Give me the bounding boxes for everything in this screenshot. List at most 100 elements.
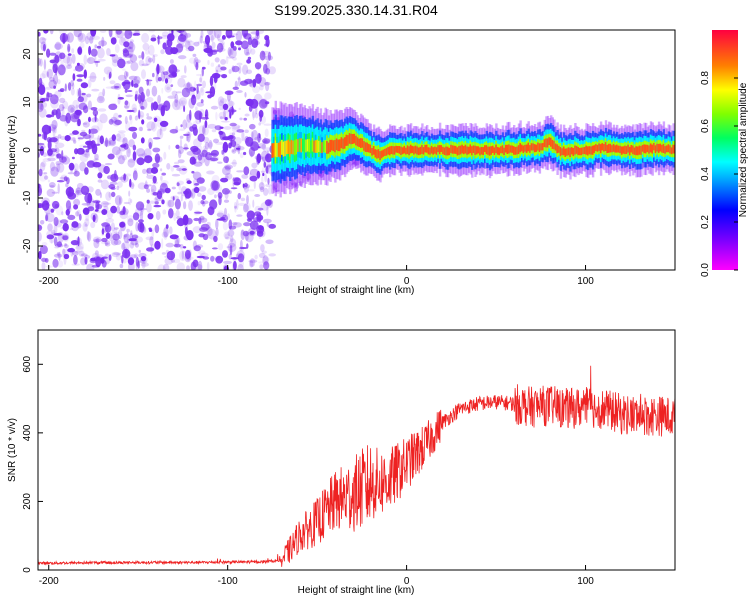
spectrogram-ridge-cell	[271, 143, 274, 158]
spectrogram-noise-blob	[173, 258, 181, 264]
spectrogram-noise-blob	[146, 167, 153, 174]
spectrogram-noise-blob	[89, 72, 97, 83]
spectrogram-noise-blob	[239, 247, 248, 249]
spectrogram-noise-blob	[257, 132, 261, 143]
spectrogram-noise-blob	[250, 213, 255, 219]
spectrogram-noise-blob	[210, 34, 214, 43]
colorbar-gradient	[712, 30, 738, 270]
spectrogram-noise-blob	[74, 64, 84, 72]
spectrogram-noise-blob	[152, 54, 156, 64]
spectrogram-noise-blob	[73, 204, 79, 210]
spectrogram-noise-blob	[145, 236, 154, 241]
spectrogram-noise-blob	[130, 230, 133, 236]
spectrogram-noise-blob	[176, 237, 181, 245]
spectrogram-noise-blob	[264, 55, 274, 61]
spectrogram-noise-blob	[221, 74, 228, 79]
spectrogram-noise-blob	[185, 82, 193, 93]
spectrogram-noise-blob	[88, 116, 91, 123]
spectrogram-noise-blob	[81, 92, 86, 96]
spectrogram-noise-blob	[221, 188, 230, 195]
spectrogram-noise-blob	[133, 75, 141, 85]
spectrogram-noise-blob	[158, 103, 166, 106]
spectrogram-noise-blob	[167, 34, 172, 40]
spectrogram-ridge-cell	[337, 139, 340, 152]
spectrogram-noise-blob	[228, 219, 233, 230]
spectrogram-noise-blob	[101, 200, 109, 208]
spectrogram-ridge-cell	[293, 140, 297, 156]
spectrogram-noise-blob	[241, 174, 249, 179]
spectrogram-noise-blob	[208, 30, 217, 41]
snr-x-tick-label: 0	[404, 576, 410, 587]
spectrogram-noise-blob	[244, 113, 250, 117]
spectrogram-noise-blob	[258, 122, 262, 126]
spectrogram-ridge-cell	[490, 146, 493, 155]
spectrogram-noise-blob	[107, 153, 115, 160]
spectrogram-ridge-cell	[318, 140, 321, 152]
spectrogram-noise-blob	[157, 264, 166, 270]
spectrogram-ridge-cell	[506, 144, 509, 154]
spectrogram-noise-blob	[353, 160, 358, 167]
spectrogram-noise-blob	[223, 264, 229, 270]
spectrogram-ridge-cell	[458, 145, 461, 155]
spectrogram-ridge-cell	[488, 146, 492, 156]
spectrogram-noise-blob	[79, 42, 85, 49]
spectrogram-noise-blob	[242, 64, 249, 75]
spectrogram-noise-blob	[194, 183, 200, 186]
spectrogram-noise-blob	[59, 135, 68, 140]
spectrogram-noise-blob	[63, 254, 67, 265]
spectrogram-ridge-cell	[413, 146, 416, 155]
spectrogram-noise-blob	[51, 191, 59, 194]
spectrogram-ridge-cell	[583, 147, 587, 155]
spectrogram-noise-blob	[224, 117, 228, 121]
spectrogram-x-tick-label: 0	[404, 276, 410, 287]
spectrogram-x-tick-label: -100	[218, 276, 238, 287]
spectrogram-noise-blob	[128, 183, 135, 188]
spectrogram-ridge-cell	[492, 145, 495, 153]
spectrogram-noise-blob	[148, 44, 155, 56]
spectrogram-noise-blob	[130, 199, 133, 203]
spectrogram-noise-blob	[84, 224, 88, 227]
spectrogram-noise-blob	[137, 153, 146, 158]
spectrogram-noise-blob	[192, 187, 197, 193]
spectrogram-noise-blob	[210, 62, 215, 67]
spectrogram-noise-blob	[132, 212, 140, 221]
spectrogram-noise-blob	[166, 86, 170, 91]
spectrogram-noise-blob	[178, 146, 184, 155]
spectrogram-noise-blob	[38, 57, 41, 67]
spectrogram-noise-blob	[271, 182, 278, 191]
spectrogram-noise-blob	[230, 187, 238, 190]
spectrogram-noise-blob	[38, 31, 41, 37]
spectrogram-ridge-cell	[530, 143, 534, 151]
spectrogram-noise-blob	[78, 213, 82, 221]
spectrogram-noise-blob	[109, 181, 118, 186]
snr-y-tick-label: 400	[22, 424, 33, 441]
spectrogram-ylabel: Frequency (Hz)	[7, 116, 18, 185]
spectrogram-noise-blob	[174, 93, 179, 104]
spectrogram-noise-blob	[154, 201, 159, 205]
spectrogram-noise-blob	[202, 148, 208, 153]
spectrogram-noise-blob	[220, 66, 227, 71]
spectrogram-noise-blob	[235, 147, 241, 150]
spectrogram-ridge-cell	[435, 147, 439, 155]
spectrogram-noise-blob	[231, 132, 236, 136]
spectrogram-noise-blob	[38, 102, 44, 113]
spectrogram-noise-blob	[160, 49, 165, 55]
spectrogram-noise-blob	[62, 223, 69, 232]
spectrogram-noise-blob	[209, 157, 219, 162]
spectrogram-ridge-cell	[279, 141, 282, 158]
spectrogram-noise-blob	[160, 35, 170, 39]
spectrogram-noise-blob	[190, 261, 197, 270]
spectrogram-noise-blob	[126, 228, 130, 233]
spectrogram-noise-blob	[61, 211, 64, 216]
spectrogram-noise-blob	[110, 222, 115, 232]
spectrogram-ridge-cell	[290, 139, 294, 155]
spectrogram-noise-blob	[219, 116, 223, 120]
spectrogram-noise-blob	[95, 237, 100, 244]
spectrogram-noise-blob	[53, 233, 63, 236]
spectrogram-noise-blob	[77, 32, 86, 43]
spectrogram-noise-blob	[79, 161, 86, 172]
spectrogram-noise-blob	[268, 66, 277, 75]
spectrogram-noise-blob	[40, 97, 49, 102]
spectrogram-noise-blob	[110, 173, 119, 182]
spectrogram-noise-blob	[267, 186, 272, 195]
